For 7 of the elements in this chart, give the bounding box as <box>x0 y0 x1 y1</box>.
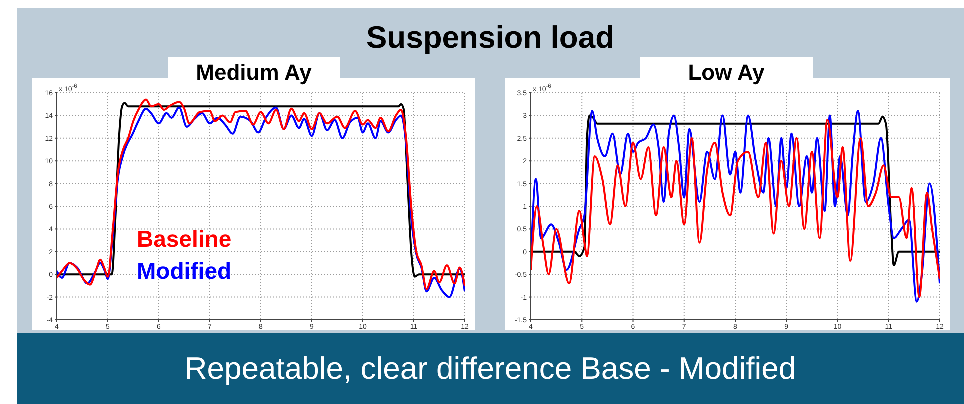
chart-title: Low Ay <box>687 60 766 86</box>
line-series <box>531 114 940 267</box>
series-label: Modified <box>137 257 232 286</box>
text: Repeatable, clear difference Base - Modified <box>184 351 798 387</box>
text: Suspension load <box>365 20 616 56</box>
chart-title: Medium Ay <box>195 60 313 86</box>
series-label: Baseline <box>137 225 232 254</box>
